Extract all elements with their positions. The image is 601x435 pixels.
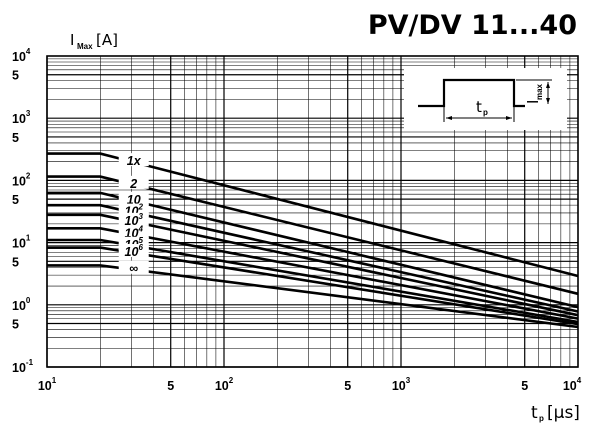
y-tick-label: 104: [12, 47, 31, 64]
series-label-exponent: 6: [138, 243, 143, 252]
inset-background: [404, 68, 567, 130]
x-tick-label: 5: [344, 379, 351, 393]
series-label-exponent: 3: [138, 212, 143, 221]
y-tick-exponent: -1: [26, 358, 34, 367]
y-tick-exponent: 2: [26, 171, 31, 180]
x-label-main: t: [531, 403, 538, 423]
series-label: ∞: [129, 262, 138, 276]
y-tick-exponent: 3: [26, 109, 31, 118]
x-tick-exponent: 3: [406, 376, 411, 385]
x-tick-exponent: 1: [52, 376, 57, 385]
plot-frame: [46, 55, 579, 368]
pulse-waveform: [418, 78, 525, 108]
pulse-width-label: t: [476, 98, 482, 116]
series-label-background: [118, 225, 149, 239]
series-line: [47, 152, 579, 278]
pulse-width-sub: p: [483, 108, 488, 117]
y-tick-label: 100: [12, 296, 31, 313]
y-tick-label: 103: [12, 109, 31, 126]
series-label-background: [118, 153, 149, 167]
y-tick-label: 5: [12, 69, 19, 83]
x-label-unit: [µs]: [547, 403, 580, 423]
chart-title: PV/DV 11...40: [368, 10, 577, 41]
series-line: [47, 246, 579, 326]
series-label-background: [118, 243, 149, 257]
x-tick-label: 101: [38, 376, 57, 393]
y-label-main: I: [70, 31, 74, 49]
series-lines: [47, 152, 579, 329]
pulse-width-arrowhead-right: [506, 116, 512, 120]
y-label-unit: [A]: [96, 31, 118, 49]
x-tick-exponent: 2: [229, 376, 234, 385]
amplitude-sub: max: [535, 83, 544, 100]
x-tick-labels: 101 5 102 5 103 5 104: [38, 376, 582, 393]
x-axis-label: t p [µs]: [531, 403, 580, 423]
x-tick-label: 5: [521, 379, 528, 393]
series-line: [47, 203, 579, 313]
x-tick-label: 104: [563, 376, 582, 393]
series-line: [47, 264, 579, 329]
x-tick-label: 103: [392, 376, 411, 393]
series-label-background: [118, 260, 149, 274]
series-line: [47, 175, 579, 296]
series-label-exponent: 5: [138, 236, 143, 245]
y-tick-exponent: 4: [26, 47, 31, 56]
amplitude-arrowhead-top: [546, 82, 550, 88]
y-tick-exponent: 0: [26, 296, 31, 305]
y-tick-label: 101: [12, 234, 31, 251]
x-tick-exponent: 4: [577, 376, 582, 385]
series-label-background: [118, 191, 149, 205]
series-label: 10: [127, 193, 141, 207]
x-label-sub: p: [539, 414, 544, 423]
y-tick-label: 5: [12, 255, 19, 269]
series-label-background: [118, 175, 149, 189]
series-label-background: [118, 212, 149, 226]
series-label: 2: [129, 177, 137, 191]
pulse-width-arrowhead-left: [446, 116, 452, 120]
y-tick-label: 5: [12, 131, 19, 145]
series-labels: 1x210102103104105106∞: [118, 153, 149, 276]
series-label: 1x: [127, 154, 142, 168]
amplitude-label: I: [524, 100, 542, 104]
y-tick-label: 5: [12, 193, 19, 207]
y-tick-label: 10-1: [12, 358, 34, 375]
x-tick-label: 102: [215, 376, 234, 393]
series-line: [47, 227, 579, 320]
y-tick-label: 5: [12, 318, 19, 332]
pulse-inset: t p max I: [404, 68, 567, 130]
amplitude-arrowhead-bottom: [546, 98, 550, 104]
y-label-sub: Max: [77, 42, 93, 51]
series-label-exponent: 2: [137, 203, 143, 212]
series-line: [47, 213, 579, 317]
x-tick-label: 5: [167, 379, 174, 393]
series-line: [47, 238, 579, 324]
series-label-exponent: 4: [137, 225, 143, 234]
y-tick-label: 102: [12, 171, 31, 188]
y-tick-exponent: 1: [26, 234, 31, 243]
series-line: [47, 191, 579, 309]
y-axis-label: I Max [A]: [70, 31, 118, 51]
